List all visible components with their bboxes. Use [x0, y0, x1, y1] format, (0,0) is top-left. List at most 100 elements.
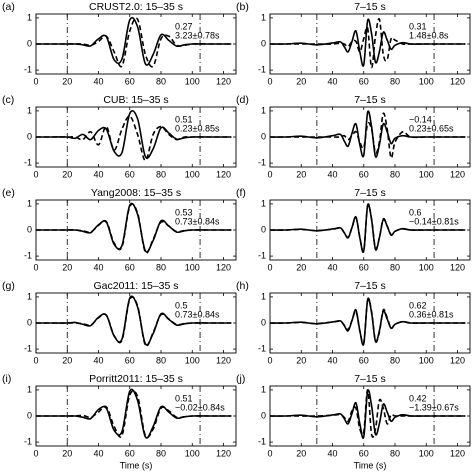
- annotation: 3.23±0.78s: [175, 30, 220, 40]
- x-tick-label: 80: [390, 262, 400, 272]
- x-tick-label: 100: [419, 76, 434, 86]
- x-tick-label: 40: [93, 448, 103, 458]
- plot-frame: [35, 292, 237, 354]
- y-tick-label: 1: [27, 384, 32, 394]
- x-tick-label: 100: [185, 76, 200, 86]
- annotation: 0.73±0.84s: [175, 309, 220, 319]
- x-tick-label: 100: [419, 169, 434, 179]
- x-tick-label: 40: [327, 448, 337, 458]
- y-tick-label: 0: [27, 317, 32, 327]
- x-tick-label: 0: [267, 76, 272, 86]
- panel-label: (h): [236, 280, 249, 292]
- waveform: [269, 110, 466, 158]
- annotation: 0.51: [175, 393, 193, 403]
- x-tick-label: 0: [267, 448, 272, 458]
- y-tick-label: 1: [27, 291, 32, 301]
- x-tick-label: 100: [185, 169, 200, 179]
- annotation: 0.23±0.85s: [175, 123, 220, 133]
- x-tick-label: 40: [327, 76, 337, 86]
- y-tick-label: 1: [27, 198, 32, 208]
- panel-title: 7–15 s: [354, 187, 386, 199]
- plot-frame: [269, 385, 471, 447]
- x-tick-label: 20: [62, 169, 72, 179]
- panel-title: 7–15 s: [354, 94, 386, 106]
- x-tick-label: 60: [359, 262, 369, 272]
- x-tick-label: 100: [185, 448, 200, 458]
- x-tick-label: 60: [125, 76, 135, 86]
- y-tick-label: 0: [261, 224, 266, 234]
- y-tick-label: 0: [261, 317, 266, 327]
- y-tick-label: -1: [24, 250, 32, 260]
- x-tick-label: 120: [216, 169, 231, 179]
- y-tick-label: -1: [258, 343, 266, 353]
- waveform: [269, 298, 466, 345]
- waveform: [269, 389, 466, 439]
- panel-label: (j): [236, 373, 245, 385]
- panel-title: Yang2008: 15–35 s: [91, 187, 181, 199]
- x-tick-label: 40: [327, 262, 337, 272]
- x-tick-label: 0: [267, 169, 272, 179]
- annotation: 0.31: [409, 21, 427, 31]
- waveform: [35, 110, 232, 159]
- x-tick-label: 40: [93, 169, 103, 179]
- annotation: 0.53: [175, 207, 193, 217]
- waveform: [35, 16, 232, 66]
- y-tick-label: 1: [261, 384, 266, 394]
- x-tick-label: 60: [359, 448, 369, 458]
- annotation: 0.62: [409, 300, 427, 310]
- x-tick-label: 120: [450, 262, 465, 272]
- x-tick-label: 120: [216, 448, 231, 458]
- x-tick-label: 0: [33, 448, 38, 458]
- waveform: [269, 112, 466, 159]
- x-tick-label: 120: [450, 169, 465, 179]
- annotation: 0.23±0.65s: [409, 123, 454, 133]
- plot-frame: [35, 199, 237, 261]
- panel-title: Gac2011: 15–35 s: [93, 280, 178, 292]
- waveform: [35, 202, 232, 253]
- y-tick-label: 0: [27, 131, 32, 141]
- panel-label: (b): [236, 1, 249, 13]
- y-tick-label: -1: [24, 436, 32, 446]
- x-tick-label: 80: [390, 448, 400, 458]
- annotation: 0.36±0.81s: [409, 309, 454, 319]
- y-tick-label: 0: [27, 410, 32, 420]
- waveform: [35, 388, 232, 439]
- y-tick-label: 1: [27, 12, 32, 22]
- x-tick-label: 20: [296, 448, 306, 458]
- y-tick-label: 0: [261, 410, 266, 420]
- x-tick-label: 80: [390, 169, 400, 179]
- x-tick-label: 120: [450, 76, 465, 86]
- waveform: [35, 390, 232, 439]
- x-tick-label: 60: [125, 169, 135, 179]
- x-tick-label: 80: [156, 169, 166, 179]
- x-tick-label: 60: [125, 262, 135, 272]
- panel-title: 7–15 s: [354, 280, 386, 292]
- annotation: 0.42: [409, 393, 427, 403]
- x-tick-label: 40: [327, 355, 337, 365]
- x-tick-label: 80: [156, 76, 166, 86]
- waveform: [269, 389, 466, 438]
- panel-label: (g): [2, 280, 15, 292]
- plot-frame: [269, 106, 471, 168]
- annotation: 0.51: [175, 114, 193, 124]
- y-tick-label: -1: [258, 250, 266, 260]
- y-tick-label: -1: [258, 436, 266, 446]
- annotation: 0.27: [175, 21, 193, 31]
- x-tick-label: 40: [327, 169, 337, 179]
- annotation: 1.48±0.8s: [409, 30, 449, 40]
- x-tick-label: 60: [359, 76, 369, 86]
- x-tick-label: 120: [216, 76, 231, 86]
- y-tick-label: -1: [24, 157, 32, 167]
- y-tick-label: 1: [261, 291, 266, 301]
- y-tick-label: 0: [261, 131, 266, 141]
- y-tick-label: -1: [258, 64, 266, 74]
- x-tick-label: 100: [419, 262, 434, 272]
- panel-label: (e): [2, 187, 15, 199]
- annotation: −0.14±0.81s: [409, 216, 459, 226]
- x-tick-label: 80: [390, 355, 400, 365]
- plot-frame: [35, 13, 237, 75]
- x-tick-label: 100: [419, 355, 434, 365]
- panel-label: (c): [2, 94, 14, 106]
- annotation: 0.73±0.84s: [175, 216, 220, 226]
